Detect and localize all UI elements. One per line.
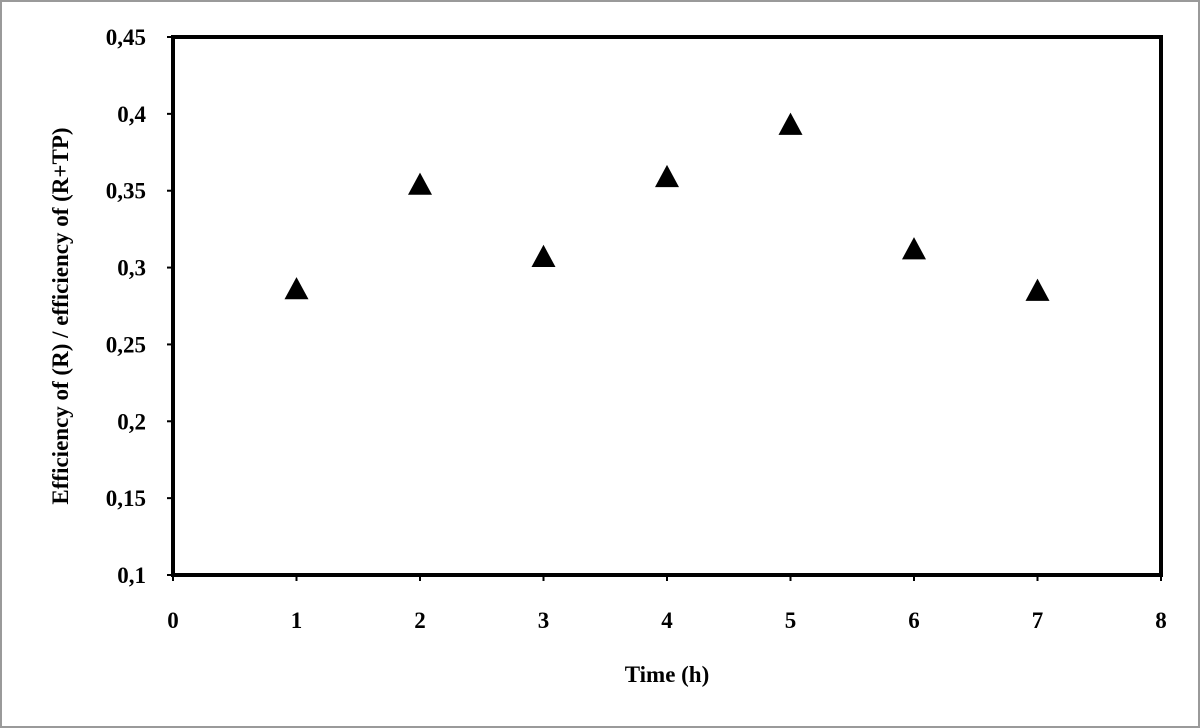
x-tick-label: 1 xyxy=(291,608,303,633)
x-tick-label: 4 xyxy=(661,608,673,633)
y-tick-label: 0,4 xyxy=(117,102,146,127)
x-tick-label: 5 xyxy=(785,608,797,633)
data-points xyxy=(284,112,1050,301)
x-tick-label: 2 xyxy=(414,608,426,633)
data-point-triangle xyxy=(284,277,309,300)
data-point-triangle xyxy=(408,172,432,195)
x-tick-label: 0 xyxy=(167,608,179,633)
x-tick-label: 7 xyxy=(1032,608,1044,633)
y-tick-label: 0,3 xyxy=(117,256,146,281)
y-axis-ticks: 0,1 0,15 0,2 0,25 0,3 0,35 0,4 0,45 xyxy=(106,25,173,588)
y-tick-label: 0,2 xyxy=(117,409,146,434)
data-point-triangle xyxy=(531,244,556,268)
x-axis-label: Time (h) xyxy=(625,662,710,687)
y-axis-label: Efficiency of (R) / efficiency of (R+TP) xyxy=(48,127,73,504)
y-tick-label: 0,25 xyxy=(106,332,146,357)
y-tick-label: 0,45 xyxy=(106,25,146,50)
y-tick-label: 0,1 xyxy=(117,563,146,588)
x-tick-label: 8 xyxy=(1155,608,1167,633)
x-tick-label: 3 xyxy=(538,608,550,633)
data-point-triangle xyxy=(1025,278,1050,301)
x-tick-label: 6 xyxy=(908,608,920,633)
y-tick-label: 0,15 xyxy=(106,486,146,511)
plot-area xyxy=(171,35,1163,577)
x-axis-ticks: 0 1 2 3 4 5 6 7 8 xyxy=(167,575,1167,633)
data-point-triangle xyxy=(902,237,926,260)
data-point-triangle xyxy=(655,164,679,188)
data-point-triangle xyxy=(778,112,803,135)
y-tick-label: 0,35 xyxy=(106,179,146,204)
